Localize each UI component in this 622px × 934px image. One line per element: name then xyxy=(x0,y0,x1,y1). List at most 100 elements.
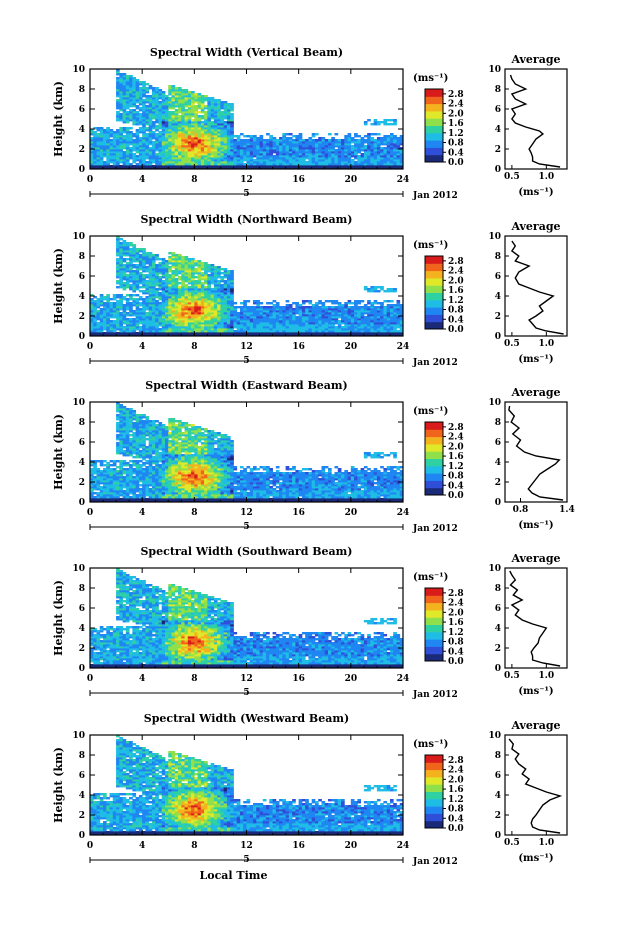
heatmap-cell xyxy=(247,300,251,302)
heatmap-cell xyxy=(387,135,391,137)
heatmap-cell xyxy=(132,264,136,266)
heatmap-cell xyxy=(295,302,299,304)
heatmap-cell xyxy=(123,151,127,153)
x-tick-label: 20 xyxy=(345,175,358,185)
heatmap-cell xyxy=(185,256,189,258)
heatmap-cell xyxy=(220,284,224,286)
panel-1: Spectral Width (Vertical Beam)0246810Hei… xyxy=(52,46,567,201)
heatmap-cell xyxy=(341,304,345,306)
heatmap-cell xyxy=(364,121,368,123)
heatmap-cell xyxy=(380,137,384,139)
heatmap-cell xyxy=(354,133,358,135)
heatmap-cell xyxy=(240,133,244,135)
heatmap-cell xyxy=(139,248,143,250)
heatmap-cell xyxy=(380,286,384,288)
heatmap-cell xyxy=(321,137,325,139)
heatmap-cell xyxy=(132,244,136,246)
heatmap-cell xyxy=(217,99,221,101)
heatmap-cell xyxy=(230,270,234,272)
heatmap-cell xyxy=(279,137,283,139)
panel-title: Spectral Width (Northward Beam) xyxy=(141,213,353,226)
heatmap-cell xyxy=(97,133,101,135)
heatmap-cell xyxy=(194,280,198,282)
heatmap-cell xyxy=(119,127,123,129)
heatmap-cell xyxy=(191,258,195,260)
x-tick-label: 12 xyxy=(240,342,253,352)
heatmap-cell xyxy=(344,135,348,137)
average-x-tick-label: 1.0 xyxy=(538,172,554,182)
heatmap-cell xyxy=(204,105,208,107)
heatmap-cell xyxy=(374,306,378,308)
heatmap-cell xyxy=(308,137,312,139)
heatmap-cell xyxy=(123,135,127,137)
heatmap-cell xyxy=(250,135,254,137)
heatmap-cell xyxy=(318,137,322,139)
heatmap-cell xyxy=(348,300,352,302)
heatmap-cell xyxy=(380,147,384,149)
heatmap-cell xyxy=(142,274,146,276)
heatmap-cell xyxy=(191,91,195,93)
month-label: Jan 2012 xyxy=(412,191,458,201)
y-tick-label: 10 xyxy=(72,65,85,75)
x-tick-label: 4 xyxy=(139,342,145,352)
heatmap-cell xyxy=(103,332,107,334)
heatmap-cell xyxy=(230,103,234,105)
y-tick-label: 8 xyxy=(79,85,85,95)
heatmap-cell xyxy=(312,139,316,141)
heatmap-cell xyxy=(383,147,387,149)
heatmap-cell xyxy=(325,306,329,308)
heatmap-cell xyxy=(377,137,381,139)
heatmap-cell xyxy=(139,127,143,129)
heatmap-cell xyxy=(139,137,143,139)
heatmap-cell xyxy=(328,139,332,141)
heatmap-cell xyxy=(119,242,123,244)
heatmap-cell xyxy=(188,91,192,93)
heatmap-cell xyxy=(178,254,182,256)
month-label: Jan 2012 xyxy=(412,358,458,368)
heatmap-cell xyxy=(247,139,251,141)
heatmap-cell xyxy=(106,294,110,296)
day-marker-label: 5 xyxy=(243,356,249,366)
average-profile-line xyxy=(511,75,561,167)
heatmap-cell xyxy=(172,111,176,113)
heatmap-cell xyxy=(302,306,306,308)
heatmap-cell xyxy=(341,139,345,141)
heatmap-cell xyxy=(116,294,120,296)
colorbar-unit: (ms⁻¹) xyxy=(413,73,448,84)
heatmap-cell xyxy=(162,91,166,93)
heatmap-cell xyxy=(393,119,397,121)
heatmap-cell xyxy=(201,121,205,123)
heatmap-cell xyxy=(110,302,114,304)
heatmap-cell xyxy=(185,284,189,286)
heatmap-cell xyxy=(335,149,339,151)
heatmap-cell xyxy=(315,139,319,141)
heatmap-cell xyxy=(132,270,136,272)
heatmap-cell xyxy=(126,274,130,276)
heatmap-cell xyxy=(139,254,143,256)
heatmap-cell xyxy=(302,139,306,141)
heatmap-cell xyxy=(224,101,228,103)
heatmap-cell xyxy=(136,248,140,250)
heatmap-cell xyxy=(224,268,228,270)
heatmap-cell xyxy=(374,286,378,288)
heatmap-cell xyxy=(211,97,215,99)
heatmap-cell xyxy=(168,97,172,99)
heatmap-cell xyxy=(158,101,162,103)
heatmap-cell xyxy=(132,133,136,135)
heatmap-cell xyxy=(116,280,120,282)
day-marker-label: 5 xyxy=(243,189,249,199)
heatmap-cell xyxy=(237,306,241,308)
heatmap-cell xyxy=(113,302,117,304)
heatmap-cell xyxy=(188,286,192,288)
heatmap-cell xyxy=(139,302,143,304)
heatmap-cell xyxy=(220,272,224,274)
heatmap-cell xyxy=(325,300,329,302)
heatmap-cell xyxy=(370,286,374,288)
heatmap-cell xyxy=(370,302,374,304)
heatmap-cell xyxy=(93,300,97,302)
y-axis-label: Height (km) xyxy=(52,248,65,324)
heatmap-cell xyxy=(289,137,293,139)
average-y-tick-label: 8 xyxy=(495,85,501,95)
heatmap-cell xyxy=(243,135,247,137)
heatmap-cell xyxy=(175,87,179,89)
